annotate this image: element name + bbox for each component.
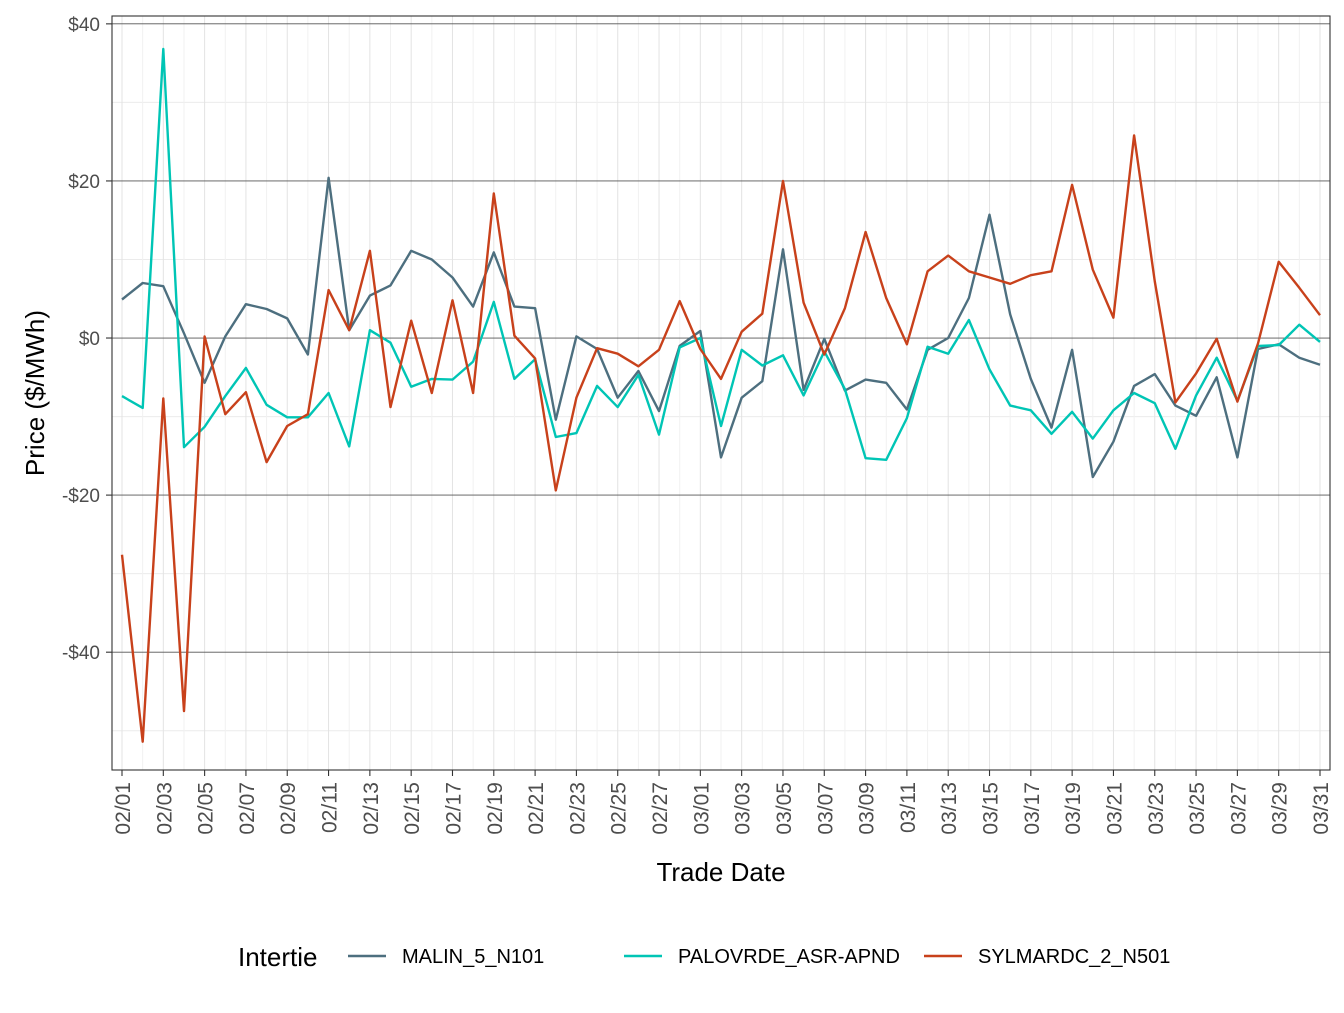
series-layer bbox=[120, 47, 1321, 743]
x-tick-label: 03/13 bbox=[938, 782, 961, 835]
x-tick-label: 03/31 bbox=[1310, 782, 1333, 835]
panel-border bbox=[111, 15, 1331, 771]
y-tick-label: $20 bbox=[68, 172, 100, 193]
x-tick-label: 03/19 bbox=[1062, 782, 1085, 835]
x-tick-label: 02/07 bbox=[236, 782, 259, 835]
legend: Intertie MALIN_5_N101 PALOVRDE_ASR-APND SY… bbox=[238, 942, 1170, 972]
x-tick-label: 03/21 bbox=[1103, 782, 1126, 835]
x-tick-label: 03/11 bbox=[897, 782, 920, 833]
legend-title: Intertie bbox=[238, 942, 318, 972]
grid-layer bbox=[112, 16, 1330, 770]
x-tick-label: 03/09 bbox=[856, 782, 879, 835]
y-tick-label: $0 bbox=[79, 329, 100, 350]
axis-layer: -$40 -$20 $0 $20 $40 02/01 02/03 02/05 02/07 02/0… bbox=[62, 15, 1333, 835]
y-tick-label: $40 bbox=[68, 15, 100, 36]
x-tick-label: 03/03 bbox=[732, 782, 755, 835]
x-tick-label: 02/23 bbox=[566, 782, 589, 835]
x-tick-label: 02/15 bbox=[401, 782, 424, 835]
x-tick-label: 02/25 bbox=[608, 782, 631, 835]
legend-label: SYLMARDC_2_N501 bbox=[978, 946, 1170, 968]
x-tick-label: 02/17 bbox=[442, 782, 465, 835]
y-tick-label: -$20 bbox=[62, 486, 100, 507]
series-line-malin-5-n101 bbox=[121, 176, 1321, 479]
legend-label: MALIN_5_N101 bbox=[402, 946, 544, 968]
x-tick-label: 03/25 bbox=[1186, 782, 1209, 835]
x-tick-label: 02/21 bbox=[525, 782, 548, 835]
x-tick-label: 03/01 bbox=[690, 782, 713, 835]
x-tick-label: 03/15 bbox=[980, 782, 1003, 835]
x-tick-label: 03/05 bbox=[773, 782, 796, 835]
x-tick-label: 02/09 bbox=[277, 782, 300, 835]
x-tick-label: 03/17 bbox=[1021, 782, 1044, 835]
series-line-sylmardc-2-n501 bbox=[120, 134, 1321, 743]
x-tick-label: 03/23 bbox=[1145, 782, 1168, 835]
x-tick-label: 02/05 bbox=[195, 782, 218, 835]
x-tick-label: 02/19 bbox=[484, 782, 507, 835]
x-tick-label: 03/07 bbox=[814, 782, 837, 835]
y-tick-label: -$40 bbox=[62, 643, 100, 664]
x-tick-label: 02/27 bbox=[649, 782, 672, 835]
x-tick-label: 02/03 bbox=[153, 782, 176, 835]
x-tick-label: 02/13 bbox=[360, 782, 383, 835]
x-tick-label: 02/01 bbox=[112, 782, 135, 835]
y-axis-title: Price ($/MWh) bbox=[20, 310, 50, 476]
x-tick-label: 03/27 bbox=[1227, 782, 1250, 835]
series-line-palovrde-asr-apnd bbox=[121, 47, 1321, 461]
x-tick-label: 03/29 bbox=[1269, 782, 1292, 835]
x-axis-title: Trade Date bbox=[656, 857, 785, 887]
legend-items: MALIN_5_N101 PALOVRDE_ASR-APND SYLMARDC_2_… bbox=[348, 946, 1170, 968]
x-tick-label: 02/11 bbox=[319, 782, 342, 833]
legend-label: PALOVRDE_ASR-APND bbox=[678, 946, 900, 968]
